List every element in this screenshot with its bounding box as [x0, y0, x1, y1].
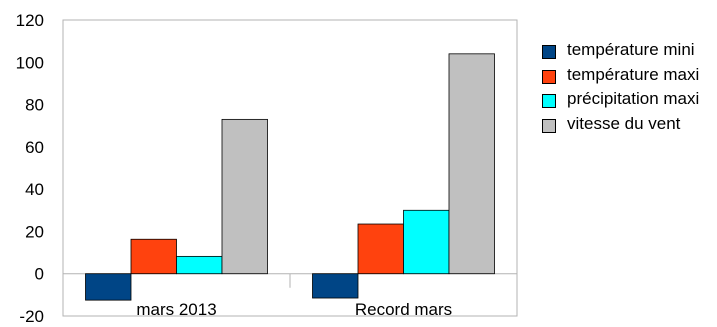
legend-label: précipitation maxi	[567, 89, 700, 108]
bar	[312, 273, 359, 299]
legend-swatch	[542, 45, 556, 59]
legend-swatch	[542, 118, 556, 133]
y-tick-label: 100	[16, 53, 44, 72]
bar	[85, 273, 132, 301]
bar	[221, 118, 268, 275]
y-tick-label: 60	[25, 138, 44, 157]
legend-label: température maxi	[567, 64, 700, 84]
y-tick-label: 0	[35, 265, 44, 284]
legend-item: température maxi	[542, 65, 717, 86]
legend-item: température mini	[542, 40, 717, 61]
y-tick-label: 20	[25, 222, 44, 241]
legend-label: vitesse du vent	[567, 113, 681, 133]
y-tick-label: 80	[25, 96, 44, 115]
bar	[130, 238, 177, 275]
bar	[448, 53, 495, 275]
plot-frame	[62, 19, 518, 317]
y-tick-label: 40	[25, 180, 44, 199]
bar	[403, 209, 450, 275]
y-tick-label: 120	[16, 11, 44, 30]
x-category-label: Record mars	[355, 300, 452, 319]
y-tick-label: -20	[19, 307, 44, 326]
legend: température mini température maxi précipit…	[542, 40, 717, 138]
legend-item: précipitation maxi	[542, 89, 717, 110]
x-category-label: mars 2013	[136, 300, 216, 319]
bar	[357, 223, 404, 275]
legend-swatch	[542, 69, 556, 84]
legend-label: température mini	[567, 40, 695, 59]
legend-item: vitesse du vent	[542, 114, 717, 135]
bar	[176, 255, 223, 275]
legend-swatch	[542, 94, 556, 108]
